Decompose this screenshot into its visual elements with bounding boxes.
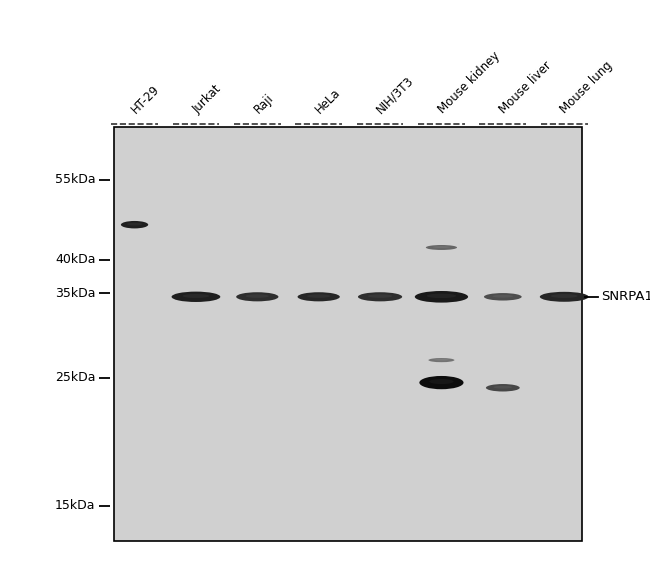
Text: 15kDa: 15kDa — [55, 499, 96, 512]
Ellipse shape — [540, 292, 589, 302]
Ellipse shape — [127, 223, 142, 226]
Text: 25kDa: 25kDa — [55, 371, 96, 384]
Ellipse shape — [429, 379, 454, 384]
Ellipse shape — [368, 294, 392, 298]
Text: HT-29: HT-29 — [129, 83, 162, 116]
Text: 35kDa: 35kDa — [55, 287, 96, 300]
Bar — [114, 127, 582, 541]
Ellipse shape — [433, 246, 450, 248]
Text: NIH/3T3: NIH/3T3 — [374, 74, 417, 116]
Text: Raji: Raji — [252, 92, 276, 116]
Ellipse shape — [121, 221, 148, 229]
Text: Jurkat: Jurkat — [190, 83, 224, 116]
Ellipse shape — [427, 294, 456, 298]
Ellipse shape — [428, 358, 454, 362]
Ellipse shape — [426, 245, 457, 250]
Ellipse shape — [484, 293, 522, 301]
Ellipse shape — [236, 292, 278, 301]
Text: Mouse lung: Mouse lung — [558, 59, 616, 116]
Ellipse shape — [486, 384, 520, 392]
Text: SNRPA1: SNRPA1 — [601, 290, 650, 304]
Ellipse shape — [307, 294, 330, 298]
Ellipse shape — [172, 291, 220, 302]
Ellipse shape — [415, 291, 468, 302]
Text: 40kDa: 40kDa — [55, 253, 96, 266]
Ellipse shape — [298, 292, 340, 301]
Text: 55kDa: 55kDa — [55, 173, 96, 187]
Ellipse shape — [183, 294, 209, 298]
Ellipse shape — [434, 359, 448, 361]
Ellipse shape — [493, 386, 512, 389]
Text: HeLa: HeLa — [313, 86, 343, 116]
Text: Mouse kidney: Mouse kidney — [436, 50, 502, 116]
Ellipse shape — [419, 376, 463, 389]
Ellipse shape — [493, 295, 514, 298]
Ellipse shape — [358, 292, 402, 301]
Ellipse shape — [551, 294, 578, 298]
Ellipse shape — [246, 294, 269, 298]
Text: Mouse liver: Mouse liver — [497, 59, 554, 116]
